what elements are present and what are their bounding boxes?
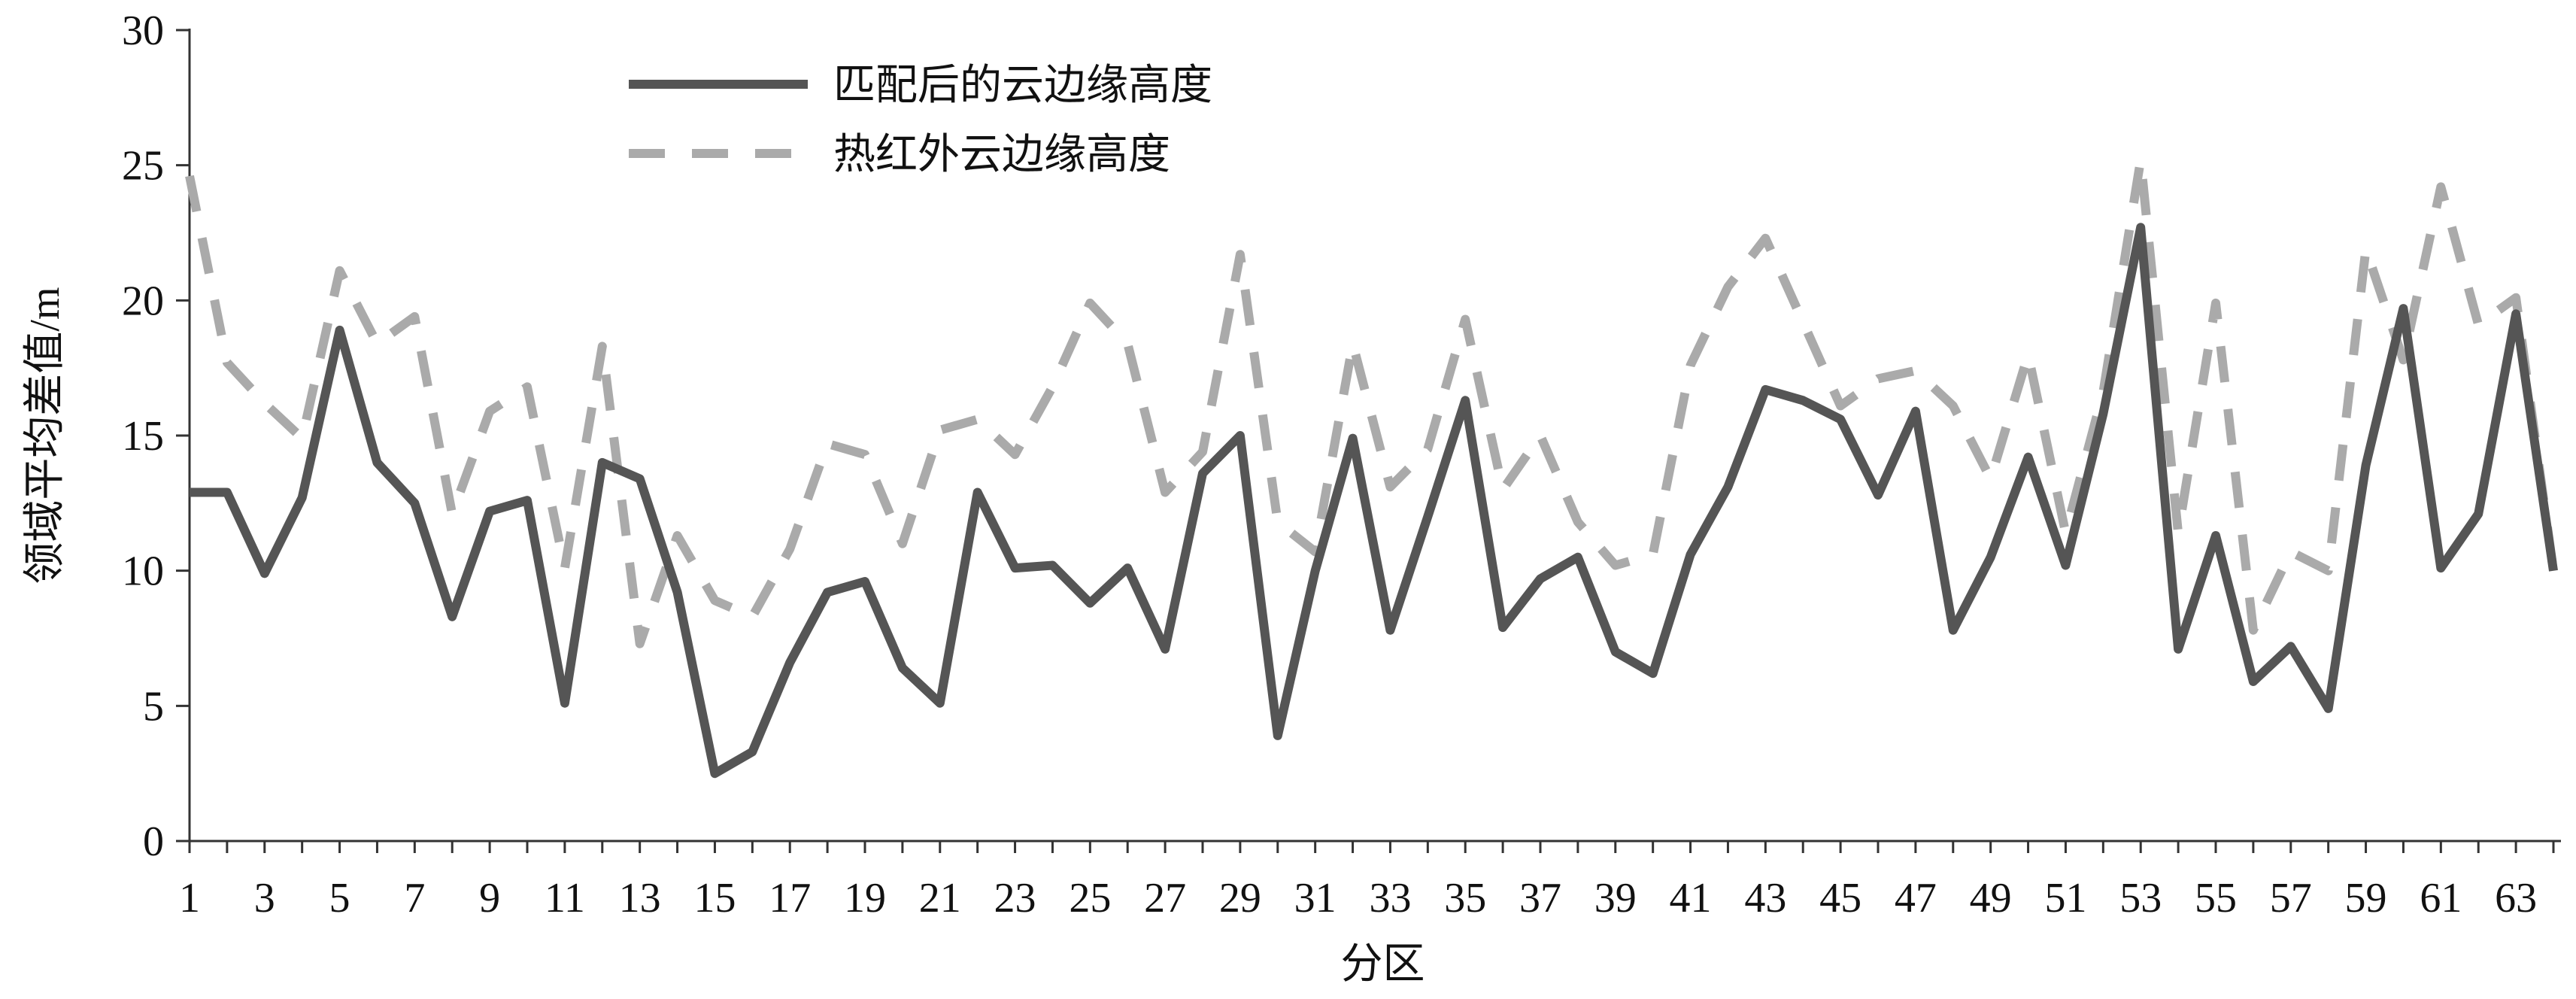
- y-tick-label: 20: [122, 278, 164, 324]
- x-tick-label: 5: [329, 875, 350, 922]
- x-tick-label: 49: [1970, 875, 2012, 922]
- x-tick-label: 57: [2270, 875, 2312, 922]
- series-lines: [185, 155, 2558, 779]
- x-tick-label: 21: [919, 875, 961, 922]
- x-tick-label: 31: [1294, 875, 1337, 922]
- x-axis-title: 分区: [1341, 941, 1425, 988]
- x-tick-label: 29: [1219, 875, 1261, 922]
- x-tick-label: 63: [2495, 875, 2537, 922]
- x-tick-label: 35: [1444, 875, 1486, 922]
- y-tick-label: 0: [143, 818, 164, 865]
- x-tick-label: 19: [844, 875, 886, 922]
- x-tick-label: 39: [1594, 875, 1637, 922]
- x-tick-label: 15: [693, 875, 736, 922]
- x-tick-label: 17: [769, 875, 811, 922]
- x-tick-label: 59: [2345, 875, 2387, 922]
- x-tick-label: 61: [2420, 875, 2462, 922]
- legend-label: 匹配后的云边缘高度: [833, 62, 1212, 109]
- x-tick-label: 41: [1670, 875, 1712, 922]
- x-tick-label: 47: [1895, 875, 1937, 922]
- x-tick-label: 55: [2195, 875, 2237, 922]
- x-tick-label: 25: [1069, 875, 1111, 922]
- x-tick-label: 23: [994, 875, 1036, 922]
- x-tick-label: 13: [619, 875, 661, 922]
- series-line-solid: [190, 223, 2558, 779]
- x-tick-label: 1: [179, 875, 200, 922]
- x-tick-label: 43: [1744, 875, 1786, 922]
- y-tick-label: 15: [122, 413, 164, 460]
- x-tick-label: 45: [1819, 875, 1861, 922]
- legend-label: 热红外云边缘高度: [833, 132, 1170, 178]
- y-tick-label: 5: [143, 683, 164, 730]
- y-tick-label: 30: [122, 8, 164, 54]
- x-tick-label: 27: [1144, 875, 1186, 922]
- x-tick-label: 7: [404, 875, 425, 922]
- x-tick-label: 9: [479, 875, 500, 922]
- y-axis-title: 领域平均差值/m: [22, 287, 68, 584]
- x-tick-label: 3: [254, 875, 275, 922]
- x-tick-label: 11: [545, 875, 585, 922]
- y-tick-label: 25: [122, 143, 164, 190]
- y-tick-label: 10: [122, 548, 164, 595]
- x-tick-label: 51: [2044, 875, 2086, 922]
- x-tick-label: 37: [1519, 875, 1561, 922]
- x-tick-label: 33: [1369, 875, 1411, 922]
- x-tick-label: 53: [2119, 875, 2162, 922]
